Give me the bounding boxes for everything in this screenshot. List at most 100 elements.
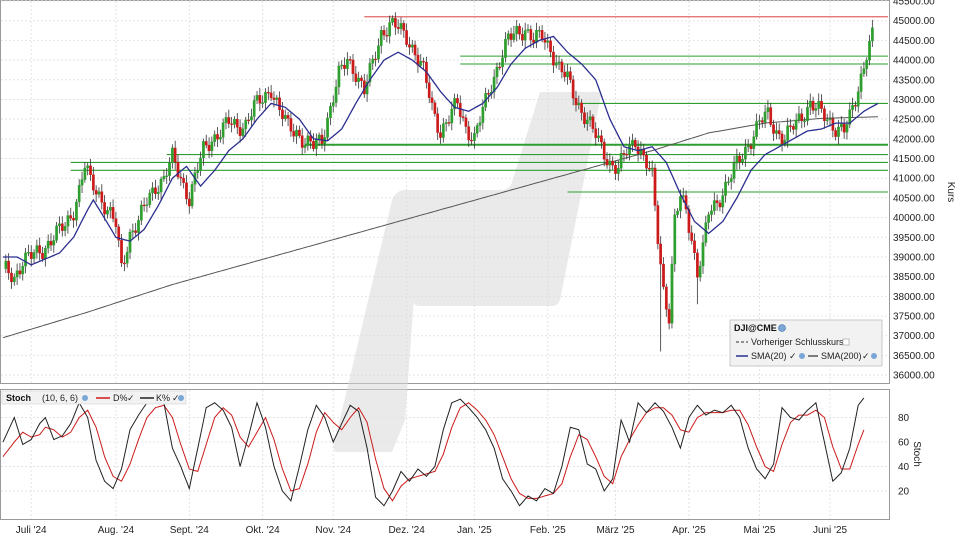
sma200-layer bbox=[2, 116, 879, 339]
candle-body bbox=[594, 128, 598, 139]
candle-body bbox=[532, 39, 535, 43]
candle-body bbox=[75, 201, 78, 221]
candle-body bbox=[227, 117, 231, 124]
x-tick-label: Mai '25 bbox=[743, 525, 775, 536]
candle-body bbox=[712, 200, 716, 212]
stoch-d-line bbox=[2, 402, 865, 502]
candle-body bbox=[77, 185, 81, 203]
price-tick-label: 45500.00 bbox=[893, 0, 935, 8]
candle-body bbox=[159, 178, 163, 193]
price-tick-label: 37500.00 bbox=[893, 312, 935, 323]
candle-body bbox=[775, 130, 778, 134]
candle-body bbox=[258, 95, 262, 104]
candle-body bbox=[614, 165, 617, 174]
candle-body bbox=[176, 161, 180, 178]
price-tick-label: 42500.00 bbox=[893, 115, 935, 126]
candle-body bbox=[106, 210, 109, 215]
candle-body bbox=[371, 58, 375, 64]
candle-body bbox=[679, 196, 682, 212]
stoch-k-check-icon[interactable]: ✓ bbox=[172, 393, 180, 403]
stoch-d-check-icon[interactable]: ✓ bbox=[127, 393, 135, 403]
candle-body bbox=[848, 109, 852, 125]
legend-sma200-settings-icon[interactable] bbox=[871, 353, 877, 359]
candle-body bbox=[777, 130, 781, 135]
candle-body bbox=[216, 134, 219, 140]
candle-body bbox=[715, 200, 719, 204]
candle-body bbox=[238, 127, 242, 136]
candle-body bbox=[481, 107, 485, 123]
candle-body bbox=[450, 108, 454, 124]
candle-body bbox=[828, 118, 832, 120]
price-tick-label: 37000.00 bbox=[893, 331, 935, 342]
candle-body bbox=[202, 141, 205, 159]
sma20-layer bbox=[3, 35, 879, 266]
candle-body bbox=[15, 270, 19, 278]
candle-body bbox=[264, 91, 267, 103]
candle-body bbox=[600, 135, 603, 143]
legend-sma200-label: SMA(200) bbox=[821, 351, 862, 361]
candle-body bbox=[312, 140, 315, 149]
legend-sma200-check-icon[interactable]: ✓ bbox=[862, 351, 870, 361]
legend-sma20-settings-icon[interactable] bbox=[799, 353, 805, 359]
candle-body bbox=[224, 117, 228, 123]
candle-body bbox=[633, 139, 637, 148]
stoch-k-settings-icon[interactable] bbox=[178, 395, 184, 401]
candle-body bbox=[650, 167, 654, 170]
candle-body bbox=[475, 125, 479, 134]
price-tick-label: 44000.00 bbox=[893, 56, 935, 67]
price-tick-label: 41500.00 bbox=[893, 154, 935, 165]
x-tick-label: Dez. '24 bbox=[388, 525, 425, 536]
candle-body bbox=[803, 120, 806, 123]
candle-body bbox=[746, 145, 750, 148]
stoch-legend-box bbox=[1, 390, 187, 405]
candle-body bbox=[597, 135, 600, 139]
candle-body bbox=[244, 119, 248, 129]
candle-body bbox=[766, 107, 770, 113]
candle-body bbox=[478, 122, 482, 126]
candle-body bbox=[738, 155, 742, 163]
candle-body bbox=[755, 121, 758, 137]
legend-sma20-check-icon[interactable]: ✓ bbox=[789, 351, 797, 361]
candle-body bbox=[427, 82, 431, 98]
candle-body bbox=[35, 245, 39, 253]
legend-symbol-globe-icon[interactable] bbox=[778, 324, 786, 332]
candle-body bbox=[645, 154, 648, 169]
candle-body bbox=[334, 86, 338, 103]
candle-body bbox=[393, 18, 397, 28]
candle-body bbox=[289, 118, 293, 132]
candle-body bbox=[272, 97, 276, 100]
candle-body bbox=[199, 157, 202, 171]
candle-body bbox=[825, 119, 829, 122]
candle-body bbox=[128, 231, 132, 253]
stoch-tick-label: 80 bbox=[898, 413, 910, 424]
candle-body bbox=[340, 64, 344, 67]
candle-body bbox=[487, 93, 490, 95]
candle-body bbox=[69, 215, 73, 219]
sma20-line bbox=[3, 35, 879, 266]
candle-body bbox=[385, 34, 389, 37]
candle-body bbox=[168, 162, 171, 176]
candle-body bbox=[585, 119, 589, 125]
stoch-settings-icon[interactable] bbox=[82, 395, 88, 401]
candle-body bbox=[772, 124, 775, 134]
legend-box bbox=[729, 319, 883, 367]
candle-body bbox=[732, 163, 736, 179]
candle-body bbox=[566, 71, 569, 78]
candle-body bbox=[29, 252, 33, 259]
candle-body bbox=[616, 168, 620, 174]
candle-body bbox=[329, 105, 332, 119]
candle-body bbox=[196, 170, 200, 173]
candle-body bbox=[419, 61, 423, 66]
candle-body bbox=[676, 210, 679, 215]
candle-body bbox=[441, 123, 445, 138]
candle-body bbox=[142, 204, 146, 207]
candle-body bbox=[7, 260, 10, 274]
candle-body bbox=[55, 225, 58, 241]
candle-body bbox=[447, 122, 451, 124]
candle-body bbox=[780, 133, 784, 144]
candle-body bbox=[278, 97, 281, 111]
candle-body bbox=[662, 263, 665, 288]
legend-prev-close-checkbox-icon[interactable] bbox=[842, 338, 850, 346]
candle-body bbox=[354, 73, 358, 82]
